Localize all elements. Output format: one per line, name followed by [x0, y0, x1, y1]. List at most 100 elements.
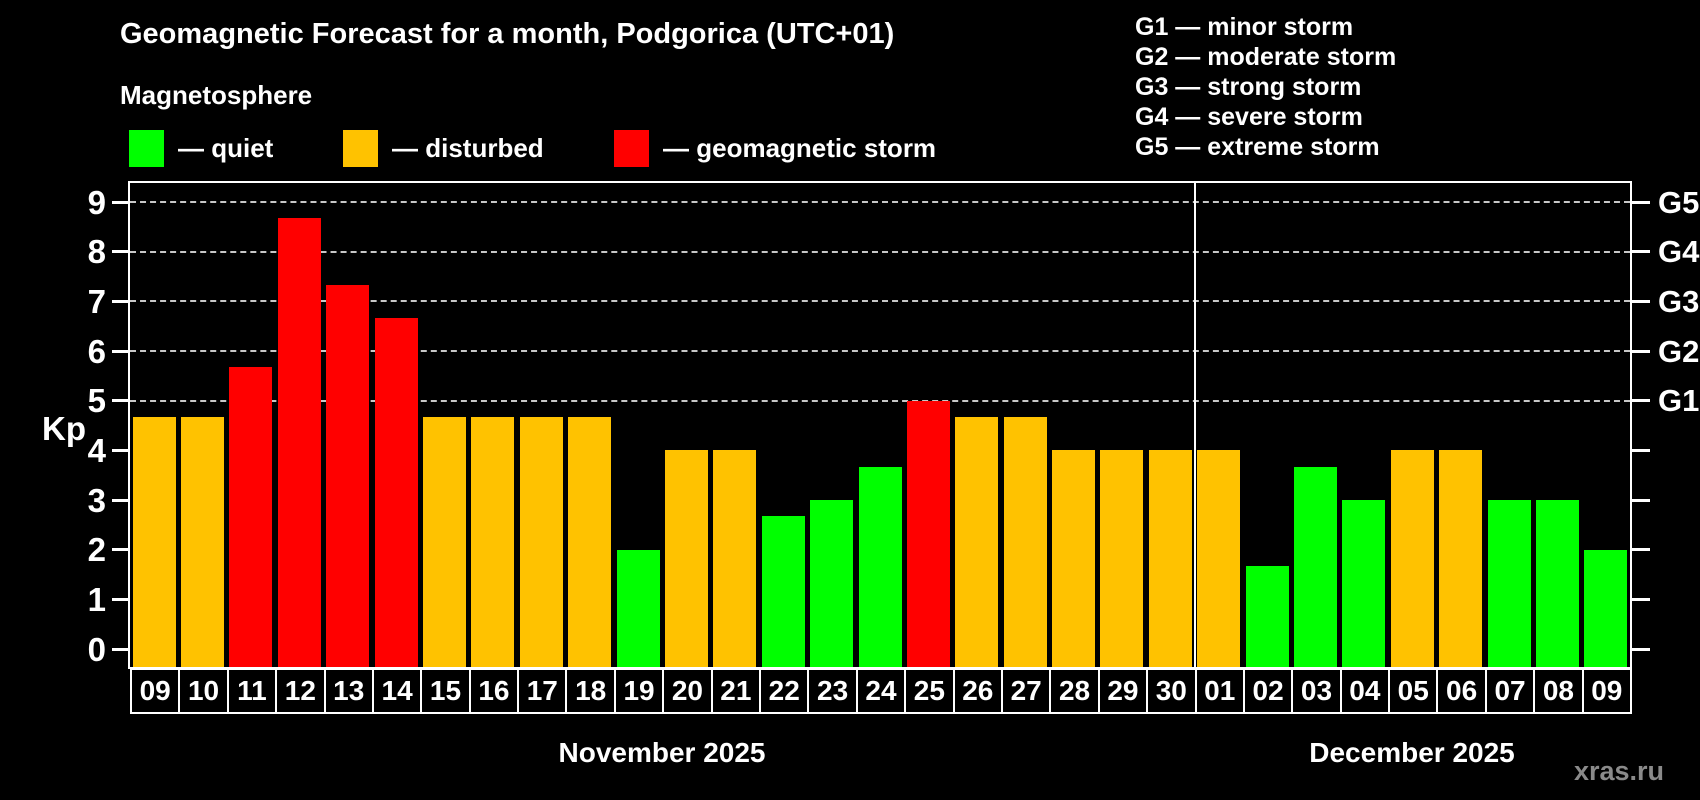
storm-scale-g1: G1 — minor storm: [1135, 13, 1354, 41]
day-label-nov-12: 12: [275, 668, 326, 714]
legend-item-disturbed: — disturbed: [343, 128, 544, 168]
kp-bar-day-02: [1245, 566, 1289, 667]
y-tick-5: [112, 399, 130, 403]
kp-bar-day-18: [568, 417, 612, 667]
legend-item-storm: — geomagnetic storm: [614, 128, 936, 168]
y-tick-label-7: 7: [87, 282, 106, 320]
day-label-dec-07: 07: [1484, 668, 1536, 714]
day-label-nov-22: 22: [759, 668, 810, 714]
y-tick-label-4: 4: [87, 431, 106, 469]
legend-label-disturbed: — disturbed: [392, 132, 544, 163]
right-tick-5: [1632, 399, 1650, 403]
kp-bar-day-30: [1148, 450, 1192, 667]
day-label-dec-02: 02: [1242, 668, 1294, 714]
kp-bar-day-27: [1003, 417, 1047, 667]
day-label-nov-10: 10: [178, 668, 229, 714]
g-scale-label-g4: G4: [1658, 234, 1700, 270]
kp-bar-day-07: [1487, 500, 1531, 667]
watermark: xras.ru: [1573, 756, 1664, 786]
day-label-nov-30: 30: [1146, 668, 1197, 714]
right-tick-8: [1632, 250, 1650, 254]
right-tick-3: [1632, 498, 1650, 502]
day-label-nov-27: 27: [1000, 668, 1052, 714]
kp-bar-day-06: [1439, 450, 1483, 667]
kp-bar-day-03: [1293, 466, 1337, 667]
right-tick-6: [1632, 349, 1650, 353]
y-axis-title: Kp: [42, 410, 86, 447]
plot-area: [128, 181, 1632, 669]
day-label-dec-03: 03: [1291, 668, 1342, 714]
storm-scale-g4: G4 — severe storm: [1135, 103, 1363, 131]
right-tick-9: [1632, 200, 1650, 204]
kp-bar-day-17: [519, 417, 563, 667]
day-label-nov-23: 23: [807, 668, 858, 714]
gridline-kp6: [130, 350, 1630, 352]
disturbed-color-swatch: [343, 129, 378, 167]
g-scale-label-g3: G3: [1658, 283, 1700, 319]
kp-bar-day-05: [1390, 450, 1434, 667]
day-label-dec-09: 09: [1581, 668, 1632, 714]
y-tick-label-1: 1: [87, 580, 106, 618]
day-label-nov-18: 18: [565, 668, 616, 714]
day-label-nov-19: 19: [613, 668, 665, 714]
kp-bar-day-01: [1197, 450, 1241, 667]
day-label-nov-16: 16: [468, 668, 520, 714]
storm-color-swatch: [614, 129, 649, 167]
day-label-nov-24: 24: [855, 668, 907, 714]
g-scale-label-g2: G2: [1658, 333, 1700, 369]
day-label-nov-29: 29: [1097, 668, 1149, 714]
kp-bar-day-14: [374, 317, 418, 667]
right-tick-2: [1632, 548, 1650, 552]
right-tick-4: [1632, 448, 1650, 452]
day-label-nov-21: 21: [710, 668, 762, 714]
gridline-kp8: [130, 250, 1630, 253]
kp-bar-day-16: [471, 417, 515, 667]
page-title: Geomagnetic Forecast for a month, Podgor…: [120, 18, 895, 50]
day-label-nov-14: 14: [371, 668, 423, 714]
kp-bar-day-09: [132, 417, 176, 667]
day-label-dec-06: 06: [1436, 668, 1487, 714]
day-label-nov-25: 25: [904, 668, 955, 714]
y-tick-label-9: 9: [87, 183, 106, 221]
y-tick-label-5: 5: [87, 382, 106, 420]
kp-bar-day-22: [761, 516, 805, 667]
gridline-kp7: [130, 300, 1630, 303]
y-tick-0: [112, 647, 130, 651]
legend-item-quiet: — quiet: [129, 128, 273, 168]
y-tick-7: [112, 299, 130, 303]
kp-bar-day-10: [181, 417, 225, 667]
kp-bar-day-11: [229, 367, 273, 667]
storm-scale-g2: G2 — moderate storm: [1135, 43, 1397, 71]
kp-bar-day-21: [713, 450, 757, 667]
legend-label-quiet: — quiet: [178, 132, 274, 163]
kp-bar-day-19: [616, 549, 660, 667]
day-label-nov-20: 20: [662, 668, 713, 714]
storm-scale-g3: G3 — strong storm: [1135, 73, 1362, 101]
kp-bar-day-08: [1535, 500, 1579, 667]
kp-bar-day-28: [1052, 450, 1096, 667]
day-label-nov-11: 11: [226, 668, 278, 714]
y-tick-6: [112, 349, 130, 353]
g-scale-label-g1: G1: [1658, 383, 1700, 419]
kp-bar-day-26: [955, 417, 999, 667]
y-tick-1: [112, 597, 130, 601]
storm-scale-legend: G1 — minor storm G2 — moderate storm G3 …: [1135, 12, 1396, 162]
y-tick-8: [112, 250, 130, 254]
storm-scale-g5: G5 — extreme storm: [1135, 133, 1380, 161]
day-label-nov-13: 13: [323, 668, 374, 714]
gridline-kp5: [130, 399, 1630, 402]
kp-bar-day-24: [858, 466, 902, 667]
kp-bar-day-12: [277, 218, 321, 667]
right-tick-1: [1632, 597, 1650, 601]
kp-bar-day-20: [664, 450, 708, 667]
y-tick-2: [112, 548, 130, 552]
g-scale-label-g5: G5: [1658, 184, 1700, 220]
y-tick-label-8: 8: [87, 233, 106, 271]
day-label-nov-26: 26: [952, 668, 1003, 714]
month-label-november: November 2025: [558, 737, 766, 768]
y-tick-3: [112, 498, 130, 502]
day-label-dec-01: 01: [1194, 668, 1245, 714]
gridline-kp9: [130, 201, 1630, 203]
right-tick-0: [1632, 647, 1650, 651]
